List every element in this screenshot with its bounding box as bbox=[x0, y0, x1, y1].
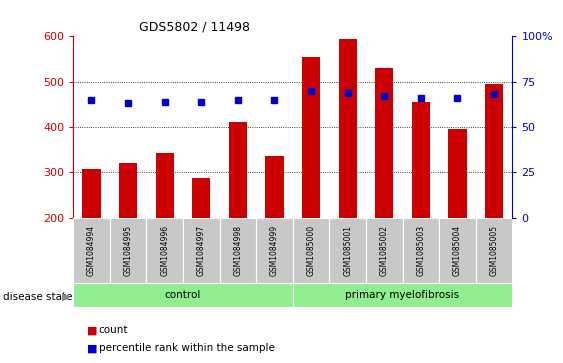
Bar bbox=[412, 102, 430, 218]
Text: ■: ■ bbox=[87, 343, 98, 354]
Bar bbox=[110, 218, 146, 283]
Bar bbox=[229, 122, 247, 218]
Bar bbox=[293, 283, 512, 307]
Text: GSM1084994: GSM1084994 bbox=[87, 225, 96, 276]
Text: count: count bbox=[99, 325, 128, 335]
Text: percentile rank within the sample: percentile rank within the sample bbox=[99, 343, 274, 354]
Bar bbox=[329, 218, 366, 283]
Bar bbox=[73, 283, 293, 307]
Text: GSM1085000: GSM1085000 bbox=[307, 225, 315, 276]
Bar bbox=[82, 169, 101, 218]
Text: GSM1085001: GSM1085001 bbox=[343, 225, 352, 276]
Text: GSM1085005: GSM1085005 bbox=[490, 225, 498, 276]
Text: disease state: disease state bbox=[3, 291, 72, 302]
Text: control: control bbox=[165, 290, 201, 300]
Text: ▶: ▶ bbox=[62, 291, 71, 302]
Bar bbox=[146, 218, 183, 283]
Bar bbox=[293, 218, 329, 283]
Bar bbox=[192, 178, 211, 218]
Text: GSM1084999: GSM1084999 bbox=[270, 225, 279, 276]
Text: GSM1085002: GSM1085002 bbox=[380, 225, 388, 276]
Bar bbox=[265, 156, 284, 218]
Text: ■: ■ bbox=[87, 325, 98, 335]
Bar bbox=[448, 129, 467, 218]
Bar bbox=[119, 163, 137, 218]
Bar bbox=[403, 218, 439, 283]
Text: GSM1084997: GSM1084997 bbox=[197, 225, 205, 276]
Bar bbox=[183, 218, 220, 283]
Bar bbox=[302, 57, 320, 218]
Bar bbox=[375, 68, 394, 218]
Text: GDS5802 / 11498: GDS5802 / 11498 bbox=[139, 21, 250, 34]
Bar bbox=[73, 218, 110, 283]
Bar bbox=[155, 153, 174, 218]
Text: GSM1085004: GSM1085004 bbox=[453, 225, 462, 276]
Text: GSM1084998: GSM1084998 bbox=[234, 225, 242, 276]
Bar bbox=[485, 84, 503, 218]
Text: GSM1084996: GSM1084996 bbox=[160, 225, 169, 276]
Bar bbox=[256, 218, 293, 283]
Text: GSM1085003: GSM1085003 bbox=[417, 225, 425, 276]
Bar bbox=[338, 38, 357, 218]
Text: primary myelofibrosis: primary myelofibrosis bbox=[346, 290, 459, 300]
Bar bbox=[439, 218, 476, 283]
Text: GSM1084995: GSM1084995 bbox=[124, 225, 132, 276]
Bar bbox=[476, 218, 512, 283]
Bar bbox=[366, 218, 403, 283]
Bar bbox=[220, 218, 256, 283]
